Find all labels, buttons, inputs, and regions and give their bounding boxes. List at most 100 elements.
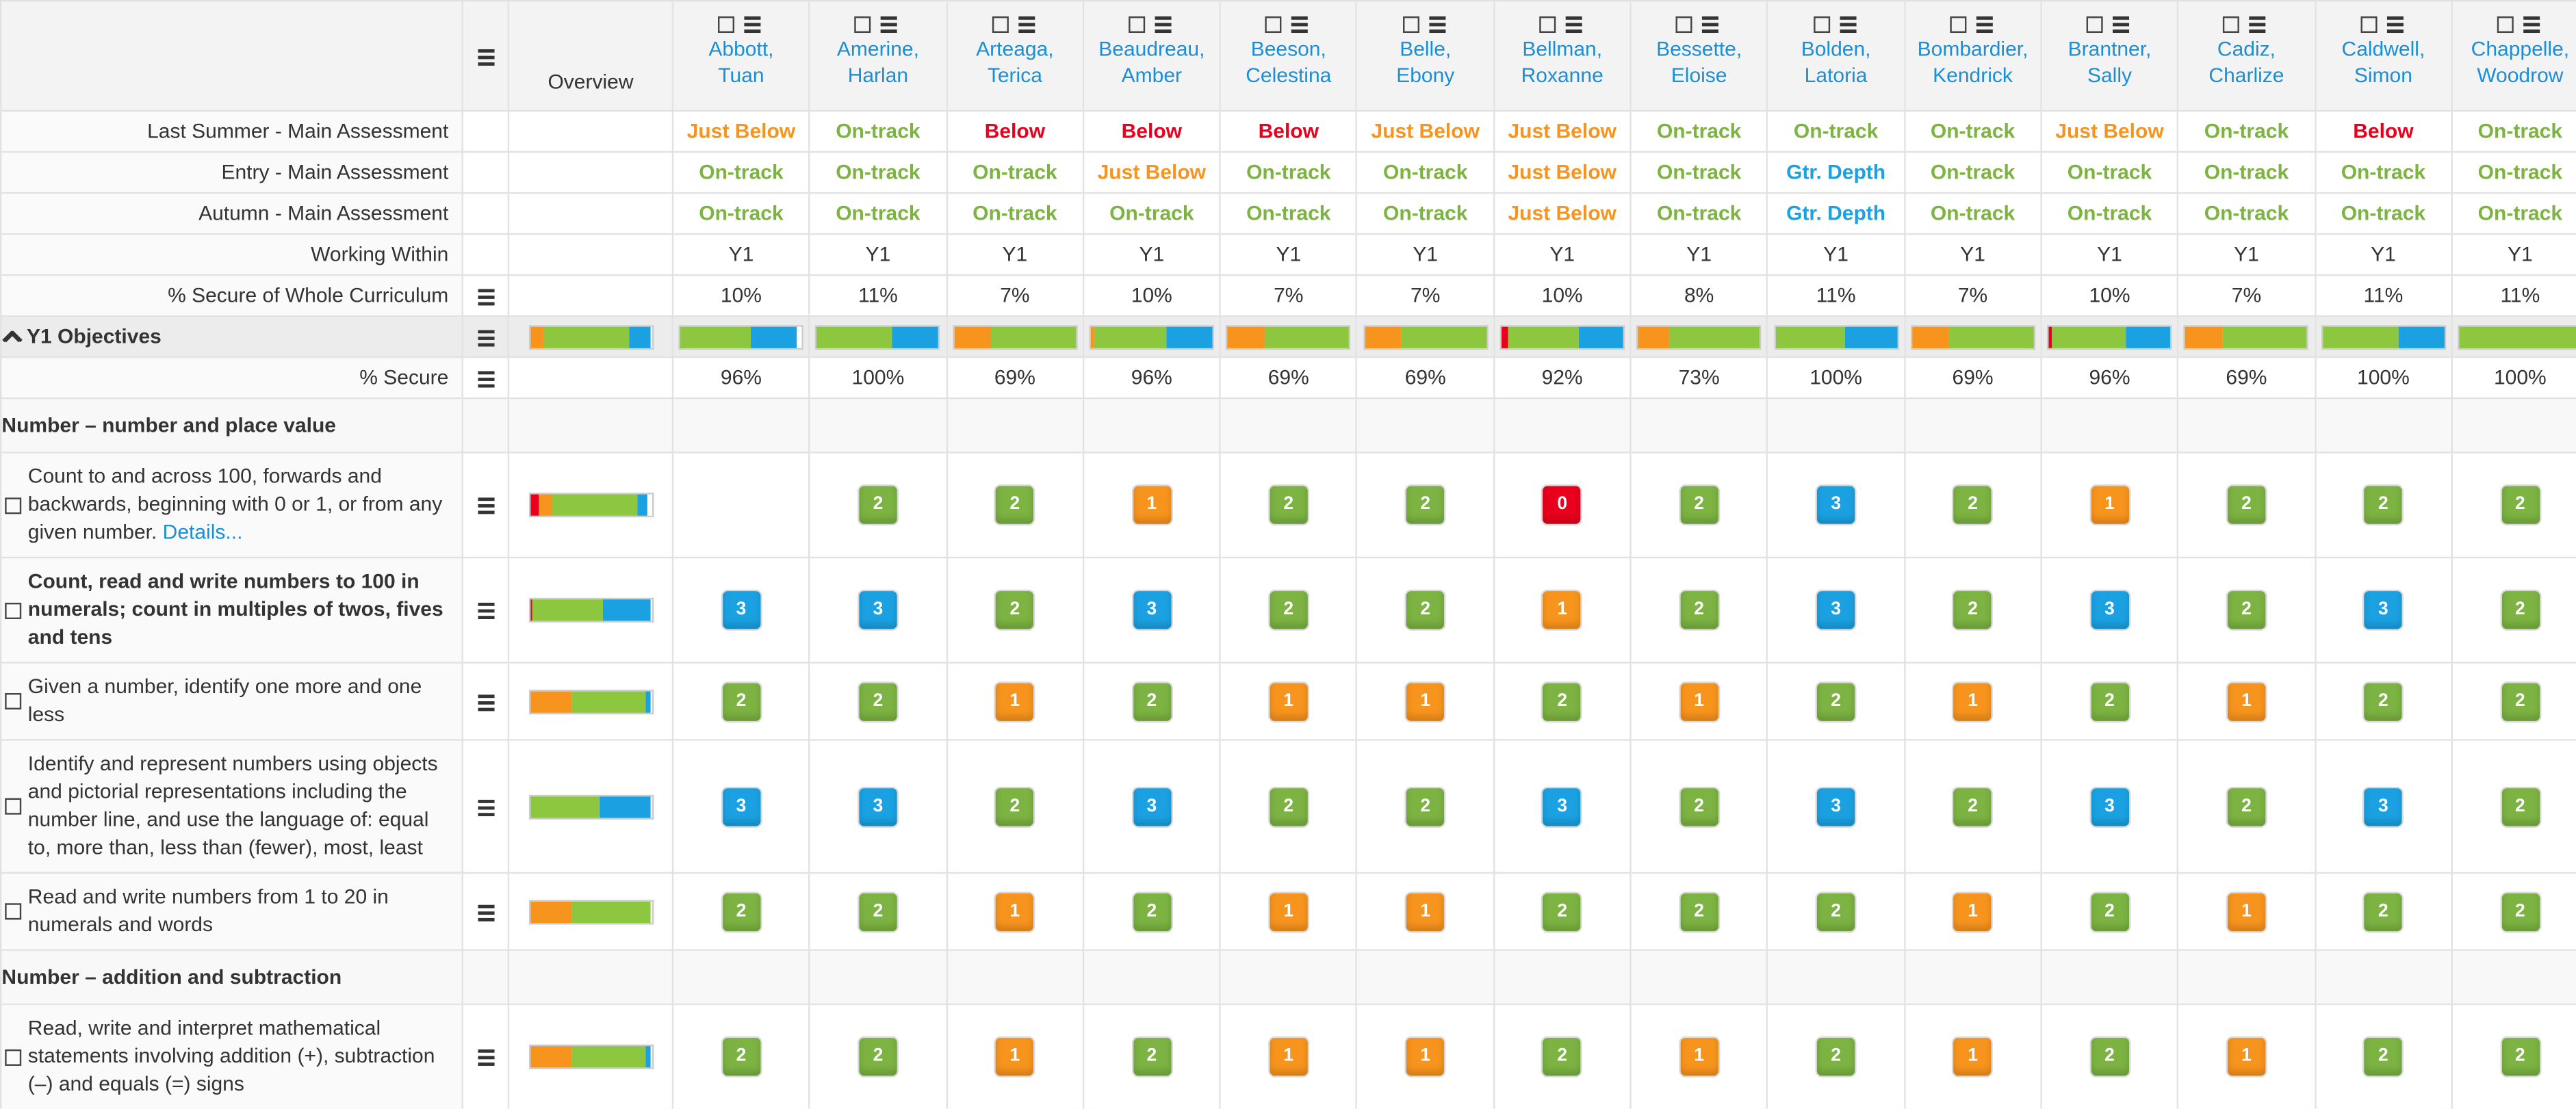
score-badge[interactable]: 2 [1953,591,1992,629]
score-badge[interactable]: 1 [2227,892,2266,930]
score-badge[interactable]: 2 [2090,892,2129,930]
score-badge[interactable]: 1 [1270,682,1308,720]
select-checkbox[interactable] [1812,16,1829,33]
score-badge[interactable]: 3 [722,591,760,629]
score-badge[interactable]: 2 [996,591,1034,629]
student-name[interactable]: Bolden, Latoria [1801,38,1871,88]
score-badge[interactable]: 2 [996,787,1034,826]
menu-icon[interactable] [477,336,494,340]
select-checkbox[interactable] [5,1048,22,1065]
score-badge[interactable]: 1 [2090,486,2129,524]
menu-icon[interactable] [477,805,494,809]
score-badge[interactable]: 2 [1680,591,1718,629]
score-badge[interactable]: 2 [2227,591,2266,629]
student-name[interactable]: Bombardier, Kendrick [1917,38,2028,88]
score-badge[interactable]: 2 [2501,892,2539,930]
score-badge[interactable]: 3 [1543,787,1582,826]
menu-icon[interactable] [477,911,494,915]
score-badge[interactable]: 2 [859,1038,897,1076]
select-checkbox[interactable] [5,903,22,920]
menu-icon[interactable] [477,295,494,299]
select-checkbox[interactable] [1265,16,1283,33]
select-checkbox[interactable] [2086,16,2103,33]
score-badge[interactable]: 1 [1953,682,1992,720]
score-badge[interactable]: 2 [859,892,897,930]
details-link[interactable]: Details... [162,520,243,544]
score-badge[interactable]: 2 [722,892,760,930]
student-name[interactable]: Cadiz, Charlize [2208,38,2284,88]
score-badge[interactable]: 3 [2090,591,2129,629]
score-badge[interactable]: 2 [722,682,760,720]
score-badge[interactable]: 2 [2501,1038,2539,1076]
score-badge[interactable]: 2 [2364,1038,2403,1076]
menu-icon[interactable] [477,701,494,705]
student-name[interactable]: Bessette, Eloise [1656,38,1742,88]
score-badge[interactable]: 0 [1543,486,1582,524]
score-badge[interactable]: 1 [996,682,1034,720]
score-badge[interactable]: 3 [1816,591,1855,629]
score-badge[interactable]: 2 [2501,682,2539,720]
student-name[interactable]: Chappelle, Woodrow [2471,38,2570,88]
score-badge[interactable]: 2 [1406,591,1445,629]
score-badge[interactable]: 3 [1133,787,1171,826]
menu-icon[interactable] [1155,22,1172,26]
menu-icon[interactable] [1428,22,1445,26]
student-name[interactable]: Beeson, Celestina [1246,38,1332,88]
score-badge[interactable]: 2 [859,682,897,720]
select-checkbox[interactable] [5,497,22,514]
score-badge[interactable]: 3 [2090,787,2129,826]
menu-icon[interactable] [477,504,494,508]
score-badge[interactable]: 2 [1543,682,1582,720]
student-name[interactable]: Bellman, Roxanne [1521,38,1603,88]
select-checkbox[interactable] [855,16,872,33]
score-badge[interactable]: 1 [1953,1038,1992,1076]
student-name[interactable]: Beaudreau, Amber [1098,38,1205,88]
student-name[interactable]: Belle, Ebony [1396,38,1455,88]
score-badge[interactable]: 2 [2227,486,2266,524]
student-name[interactable]: Caldwell, Simon [2341,38,2425,88]
score-badge[interactable]: 2 [2364,486,2403,524]
score-badge[interactable]: 1 [1133,486,1171,524]
score-badge[interactable]: 2 [1270,787,1308,826]
score-badge[interactable]: 1 [1543,591,1582,629]
score-badge[interactable]: 2 [1270,486,1308,524]
student-name[interactable]: Arteaga, Terica [976,38,1054,88]
score-badge[interactable]: 2 [722,1038,760,1076]
score-badge[interactable]: 3 [1816,787,1855,826]
score-badge[interactable]: 2 [2501,591,2539,629]
collapse-toggle[interactable] [2,325,23,350]
select-checkbox[interactable] [5,798,22,815]
score-badge[interactable]: 2 [1406,787,1445,826]
score-badge[interactable]: 2 [1680,892,1718,930]
menu-icon[interactable] [2250,22,2267,26]
score-badge[interactable]: 1 [1406,682,1445,720]
select-checkbox[interactable] [2497,16,2514,33]
menu-icon[interactable] [1702,22,1719,26]
score-badge[interactable]: 2 [996,486,1034,524]
score-badge[interactable]: 2 [1406,486,1445,524]
select-checkbox[interactable] [5,601,22,618]
score-badge[interactable]: 1 [1406,892,1445,930]
select-checkbox[interactable] [1676,16,1693,33]
score-badge[interactable]: 3 [1816,486,1855,524]
score-badge[interactable]: 1 [1680,682,1718,720]
menu-icon[interactable] [1018,22,1035,26]
select-checkbox[interactable] [718,16,735,33]
score-badge[interactable]: 2 [2364,892,2403,930]
menu-icon[interactable] [1976,22,1993,26]
menu-icon[interactable] [881,22,898,26]
menu-icon[interactable] [2386,22,2404,26]
score-badge[interactable]: 2 [1133,892,1171,930]
select-checkbox[interactable] [1129,16,1146,33]
score-badge[interactable]: 2 [2090,682,2129,720]
score-badge[interactable]: 2 [1680,486,1718,524]
menu-icon[interactable] [477,610,494,613]
select-checkbox[interactable] [1539,16,1556,33]
score-badge[interactable]: 2 [2227,787,2266,826]
student-name[interactable]: Abbott, Tuan [708,38,774,88]
menu-icon[interactable] [477,377,494,381]
menu-icon[interactable] [477,55,494,59]
menu-icon[interactable] [744,22,761,26]
select-checkbox[interactable] [1402,16,1419,33]
menu-icon[interactable] [1565,22,1582,26]
